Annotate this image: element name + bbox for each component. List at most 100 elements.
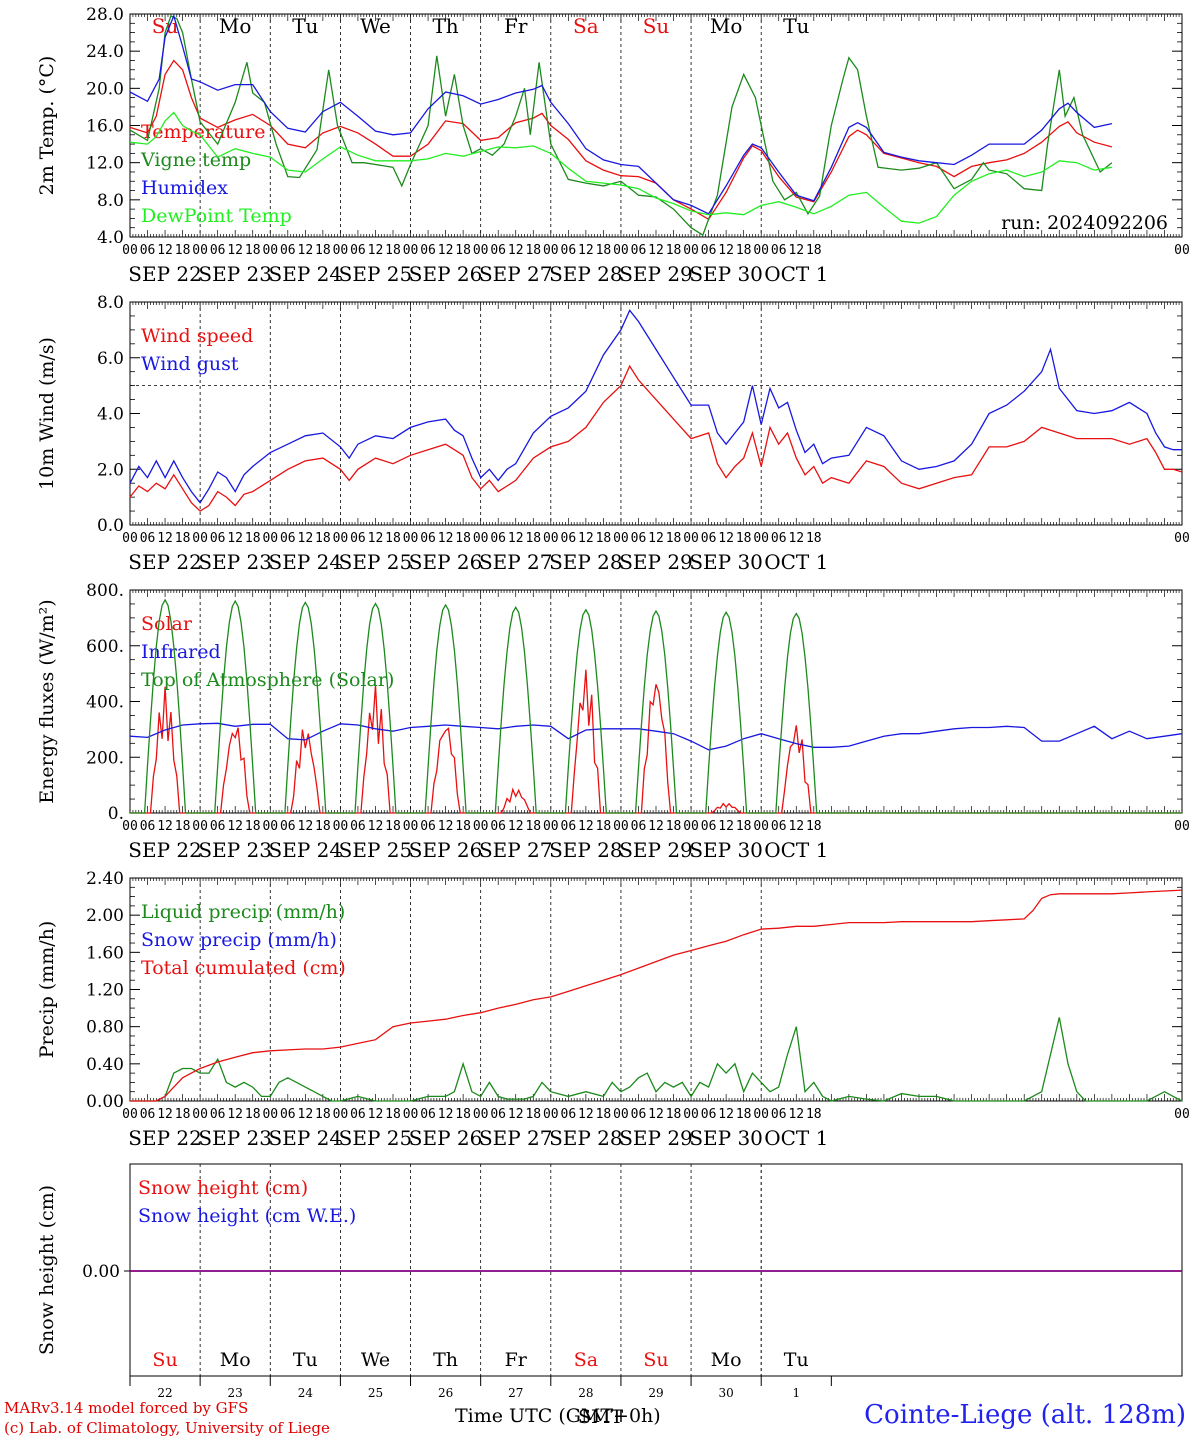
hour-label: 18 (525, 1107, 541, 1122)
hour-label: 00 (192, 1107, 208, 1122)
panel-frame (129, 13, 1183, 238)
hour-label: 12 (788, 243, 804, 258)
hour-label: 00 (753, 819, 769, 834)
hour-label: 18 (245, 1107, 261, 1122)
y-tick-label: 8.0 (97, 293, 124, 313)
y-tick-label: 0. (108, 804, 124, 824)
hour-label: 18 (666, 243, 682, 258)
y-tick-label: 0.40 (86, 1055, 124, 1075)
hour-label: 00 (122, 1107, 138, 1122)
hour-label: 12 (157, 1107, 173, 1122)
hour-label: 06 (210, 1107, 226, 1122)
hour-label: 06 (140, 819, 156, 834)
hour-label: 12 (718, 531, 734, 546)
hour-label: 00 (192, 531, 208, 546)
y-tick-label: 400. (86, 693, 124, 713)
legend-entry: Wind gust (141, 353, 239, 375)
day-number: 25 (368, 1386, 383, 1400)
hour-label: 00 (333, 819, 349, 834)
weekday-label: Su (643, 1349, 668, 1371)
run-annotation: run: 2024092206 (1001, 212, 1168, 234)
hour-label: 12 (227, 531, 243, 546)
hour-label: 12 (648, 819, 664, 834)
hour-label: 12 (157, 531, 173, 546)
hour-label: 12 (438, 819, 454, 834)
hour-label: 06 (280, 819, 296, 834)
weekday-label: Tu (293, 1349, 318, 1371)
legend-entry: Vigne temp (140, 149, 251, 171)
panel-3: 00 06 12 18 00 06 12 18 00 06 12 18 00 06 12 18 00 06 12 18… (36, 581, 1190, 862)
hour-label: 18 (175, 819, 191, 834)
date-label: SEP 22 (128, 550, 202, 574)
hour-label: 12 (788, 819, 804, 834)
hour-label: 06 (210, 531, 226, 546)
y-tick-label: 1.60 (86, 943, 124, 963)
hour-label: 00 (613, 531, 629, 546)
hour-label: 18 (525, 243, 541, 258)
legend-entry: Infrared (141, 641, 221, 663)
hour-label: 12 (578, 1107, 594, 1122)
hour-label: 12 (298, 819, 314, 834)
hour-label: 12 (368, 243, 384, 258)
y-tick-label: 1.20 (86, 981, 124, 1001)
hour-label: 00 (543, 531, 559, 546)
hour-label: 12 (368, 819, 384, 834)
date-label: SEP 29 (619, 1126, 693, 1150)
date-label: SEP 30 (689, 1126, 763, 1150)
date-label: SEP 28 (549, 838, 623, 862)
weekday-label: Mo (711, 1349, 742, 1371)
hour-label: 12 (508, 243, 524, 258)
hour-label: 12 (298, 243, 314, 258)
date-label: SEP 25 (339, 262, 413, 286)
hour-label: 18 (806, 819, 822, 834)
legend-entry: Solar (141, 613, 193, 635)
legend-entry: Total cumulated (cm) (141, 957, 346, 979)
series-line-1 (129, 59, 1113, 221)
hour-label: 12 (157, 243, 173, 258)
legend-entry: Temperature (141, 121, 265, 143)
weekday-label: Mo (219, 14, 252, 38)
hour-label: 18 (455, 243, 471, 258)
weekday-label: Sa (574, 1349, 598, 1371)
date-label: OCT 1 (764, 1126, 828, 1150)
time-label-overlap: SMT (578, 1406, 623, 1428)
legend-entry: Snow height (cm) (138, 1177, 308, 1199)
panel-5: 0.00 Snow height (cm) Snow height (cm) Snow… (36, 1163, 1183, 1400)
station-name: Cointe-Liege (alt. 128m) (864, 1400, 1186, 1430)
weekday-label: Fr (504, 14, 528, 38)
hour-label: 12 (578, 531, 594, 546)
hour-label: 12 (227, 1107, 243, 1122)
hour-label: 00 (613, 819, 629, 834)
hour-label: 00 (543, 243, 559, 258)
date-label: OCT 1 (764, 550, 828, 574)
weekday-label: Sa (573, 14, 599, 38)
hour-label: 12 (718, 819, 734, 834)
hour-label: 18 (175, 531, 191, 546)
date-label: SEP 24 (269, 550, 343, 574)
date-label: OCT 1 (764, 262, 828, 286)
hour-label: 18 (385, 531, 401, 546)
hour-label: 12 (227, 243, 243, 258)
date-label: SEP 28 (549, 262, 623, 286)
series-line-3 (130, 889, 1183, 1102)
series-line-2 (129, 15, 1113, 237)
hour-label: 06 (771, 531, 787, 546)
hour-label: 18 (175, 1107, 191, 1122)
weekday-label: Su (152, 1349, 177, 1371)
hour-label: 00 (262, 531, 278, 546)
hour-label: 12 (788, 1107, 804, 1122)
hour-label: 00 (262, 1107, 278, 1122)
hour-label: 00 (403, 819, 419, 834)
day-number: 22 (157, 1386, 172, 1400)
hour-label: 06 (701, 1107, 717, 1122)
hour-label: 18 (806, 531, 822, 546)
hour-label: 00 (262, 243, 278, 258)
date-label: SEP 28 (549, 550, 623, 574)
y-tick-label: 2.40 (86, 869, 124, 889)
y-tick-label: 16.0 (86, 117, 124, 137)
date-label: SEP 30 (689, 262, 763, 286)
hour-label: 18 (806, 243, 822, 258)
hour-label: 06 (490, 1107, 506, 1122)
panel-4: 00 06 12 18 00 06 12 18 00 06 12 18 00 06 12 18 00 06 12 18… (36, 869, 1190, 1150)
date-label: SEP 22 (128, 262, 202, 286)
